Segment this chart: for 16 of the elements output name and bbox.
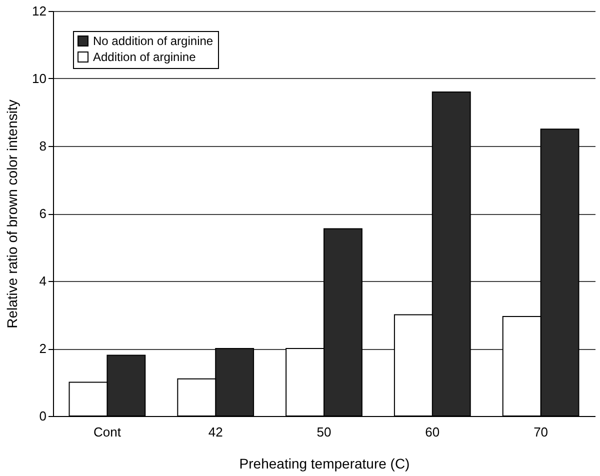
- y-tick-label: 10: [32, 71, 46, 86]
- y-tick-label: 12: [32, 4, 46, 18]
- y-axis-title: Relative ratio of brown color intensity: [4, 100, 20, 328]
- legend-label: No addition of arginine: [93, 34, 214, 48]
- x-tick-label: Cont: [93, 424, 122, 440]
- y-tick-label: 4: [39, 274, 46, 288]
- y-tick-label: 0: [39, 408, 46, 424]
- x-tick-label: 70: [534, 424, 548, 440]
- x-axis-title: Preheating temperature (C): [239, 456, 410, 472]
- legend-label: Addition of arginine: [93, 50, 196, 64]
- y-tick-label: 2: [39, 341, 46, 356]
- x-tick-label: 60: [425, 424, 440, 440]
- y-tick-label: 8: [39, 138, 46, 154]
- y-tick-label: 6: [39, 206, 46, 221]
- x-tick-label: 50: [316, 424, 332, 440]
- x-tick-label: 42: [208, 424, 223, 440]
